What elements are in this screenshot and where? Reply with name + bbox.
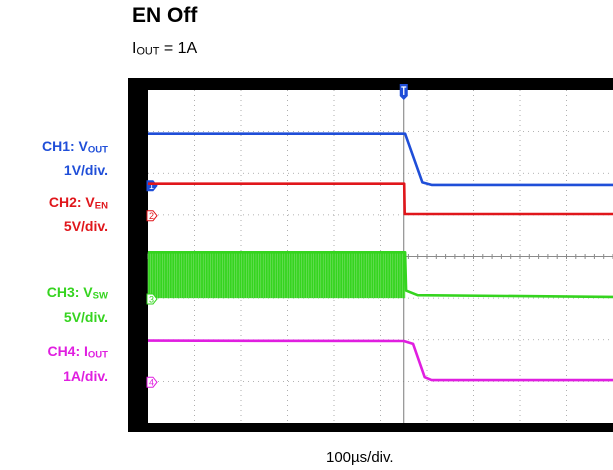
ch3-name-label: CH3: VSW: [47, 284, 108, 301]
channel-marker-number: 3: [149, 294, 154, 304]
timebase-label: 100µs/div.: [326, 449, 394, 466]
channel-marker-number: 1: [149, 181, 154, 191]
trace-line: [147, 339, 613, 382]
subtitle-value: = 1A: [159, 40, 198, 57]
ch4-name-prefix: CH4: I: [47, 343, 88, 359]
ch4-name-subscript: OUT: [87, 349, 108, 361]
ch1-scale-label: 1V/div.: [63, 162, 108, 178]
channel-2-marker-icon: 2: [146, 210, 158, 222]
ch1-name-label: CH1: VOUT: [42, 138, 108, 155]
chart-title: EN Off: [132, 4, 198, 27]
trace-line: [148, 182, 613, 216]
trace-3: [147, 251, 613, 299]
ch4-scale-label: 1A/div.: [63, 368, 108, 384]
ch4-name-label: CH4: IOUT: [47, 343, 108, 360]
channel-4-marker-icon: 4: [146, 376, 158, 388]
trigger-marker-glyph: [401, 86, 407, 95]
channel-marker-shape: [146, 376, 158, 388]
channel-marker-number: 2: [149, 211, 154, 221]
trace-2: [148, 182, 613, 216]
switching-band: [148, 252, 406, 299]
ch2-name-label: CH2: VEN: [49, 194, 108, 211]
channel-marker-shape: [146, 293, 158, 305]
trace-line: [148, 251, 613, 299]
ch3-name-prefix: CH3: V: [46, 284, 93, 300]
subtitle-subscript: OUT: [136, 45, 160, 58]
ch1-name-prefix: CH1: V: [42, 138, 88, 154]
channel-marker-shape: [146, 210, 158, 222]
ch2-name-subscript: EN: [94, 200, 108, 212]
ch3-scale-label: 5V/div.: [63, 309, 108, 325]
trigger-marker-icon: [399, 84, 408, 100]
chart-subtitle: IOUT = 1A: [132, 40, 197, 58]
trace-4: [147, 339, 613, 382]
ch1-name-subscript: OUT: [87, 144, 108, 156]
ch2-scale-label: 5V/div.: [63, 218, 108, 234]
channel-marker-number: 4: [149, 378, 154, 388]
trace-1: [148, 132, 613, 187]
ch2-name-prefix: CH2: V: [48, 194, 95, 210]
ch3-name-subscript: SW: [92, 290, 108, 302]
channel-3-marker-icon: 3: [146, 293, 158, 305]
subtitle-symbol: I: [132, 40, 137, 57]
trace-line: [148, 132, 613, 187]
